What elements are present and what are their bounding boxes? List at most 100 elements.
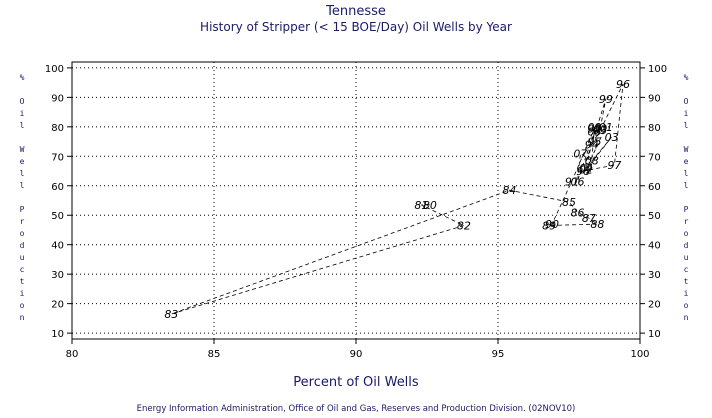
y-tick-label-right: 40 [648,241,661,252]
data-point-label: 06 [571,175,585,188]
data-point-label: 96 [616,78,630,91]
y-tick-label-left: 70 [51,152,64,163]
data-point-label: 08 [585,155,599,168]
y-axis-label-char: i [684,109,689,118]
data-point-label: 87 [582,212,596,225]
data-point-label: 94 [585,139,599,152]
data-point-label: 07 [573,147,587,160]
y-axis-label-char: c [20,265,25,274]
data-point-label: 04 [579,162,593,175]
y-tick-label-right: 60 [648,182,661,193]
y-axis-label-char: n [20,313,25,322]
y-tick-label-left: 20 [51,300,64,311]
chart-title: Tennesse [326,4,386,19]
y-axis-label-char: i [684,289,689,298]
x-tick-label: 90 [350,349,363,360]
y-tick-label-left: 100 [45,64,64,75]
data-point-label: 98 [576,165,590,178]
y-axis-label-char: i [20,289,25,298]
data-point-label: 95 [588,136,602,149]
data-point-label: 00 [593,122,607,135]
y-tick-label-left: 40 [51,241,64,252]
y-tick-label-right: 10 [648,329,661,340]
y-tick-label-left: 80 [51,123,64,134]
y-axis-label-char: O [20,97,25,106]
y-axis-label-char: i [20,109,25,118]
y-axis-label-char: d [20,241,25,250]
plot-frame [71,61,641,340]
y-tick-label-left: 50 [51,211,64,222]
y-axis-label-char: % [684,73,689,82]
footer-source: Energy Information Administration, Offic… [136,404,576,414]
y-axis-label-char: l [20,121,25,130]
data-point-label: 81 [414,199,428,212]
y-axis-label-char: n [684,313,689,322]
y-axis-label-char: o [20,229,25,238]
y-axis-label-char: l [684,181,689,190]
data-point-label: 88 [590,218,604,231]
data-point-label: 90 [545,218,559,231]
y-tick-label-right: 30 [648,270,661,281]
y-tick-label-right: 90 [648,93,661,104]
y-axis-label-char: u [684,253,689,262]
y-tick-label-right: 20 [648,300,661,311]
y-tick-label-left: 30 [51,270,64,281]
y-axis-label-char: u [20,253,25,262]
y-axis-label-char: P [684,205,689,214]
y-tick-label-left: 10 [51,329,64,340]
y-tick-label-right: 100 [648,64,667,75]
data-point-label: 09 [588,121,602,134]
chart-subtitle: History of Stripper (< 15 BOE/Day) Oil W… [200,20,512,34]
y-axis-label-char: l [684,121,689,130]
data-point-label: 05 [588,125,602,138]
data-point-label: 01 [599,121,613,134]
y-axis-label-char: l [20,169,25,178]
data-point-label: 85 [562,196,576,209]
data-point-label: 97 [607,159,621,172]
y-axis-label-char: r [20,217,25,226]
y-axis-label-char: o [20,301,25,310]
y-axis-label-char: e [20,157,25,166]
y-axis-label-char: e [684,157,689,166]
y-tick-label-left: 60 [51,182,64,193]
x-axis-label: Percent of Oil Wells [293,375,419,390]
data-point-label: 99 [599,93,613,106]
y-axis-label-char: d [684,241,689,250]
y-axis-label-char: W [684,145,689,154]
x-tick-label: 95 [492,349,505,360]
y-axis-label-char: r [684,217,689,226]
y-tick-label-right: 50 [648,211,661,222]
y-axis-label-char: o [684,229,689,238]
y-axis-label-char: P [20,205,25,214]
y-axis-label-char: t [20,277,25,286]
y-axis-label-char: l [684,169,689,178]
data-point-label: 02 [579,164,593,177]
series-connector [171,83,624,315]
y-tick-label-right: 80 [648,123,661,134]
data-point-label: 03 [605,131,619,144]
y-axis-label-char: t [684,277,689,286]
y-axis-label-char: W [20,145,25,154]
grid-lines [72,62,640,339]
x-tick-label: 100 [630,349,649,360]
y-axis-label-char: l [20,181,25,190]
data-point-label: 83 [164,308,178,321]
data-point-label: 92 [588,122,602,135]
y-axis-label-char: O [684,97,689,106]
data-point-label: 86 [571,206,585,219]
data-point-label: 89 [542,220,556,233]
y-axis-label-char: % [20,73,25,82]
connector-lines [171,83,624,315]
x-tick-label: 85 [208,349,221,360]
y-tick-label-right: 70 [648,152,661,163]
data-points: 8081828384858687888990919293949596979899… [164,78,630,321]
x-tick-label: 80 [66,349,79,360]
data-point-label: 93 [593,124,607,137]
data-point-label: 91 [565,175,579,188]
y-tick-label-left: 90 [51,93,64,104]
y-axis-label-char: o [684,301,689,310]
